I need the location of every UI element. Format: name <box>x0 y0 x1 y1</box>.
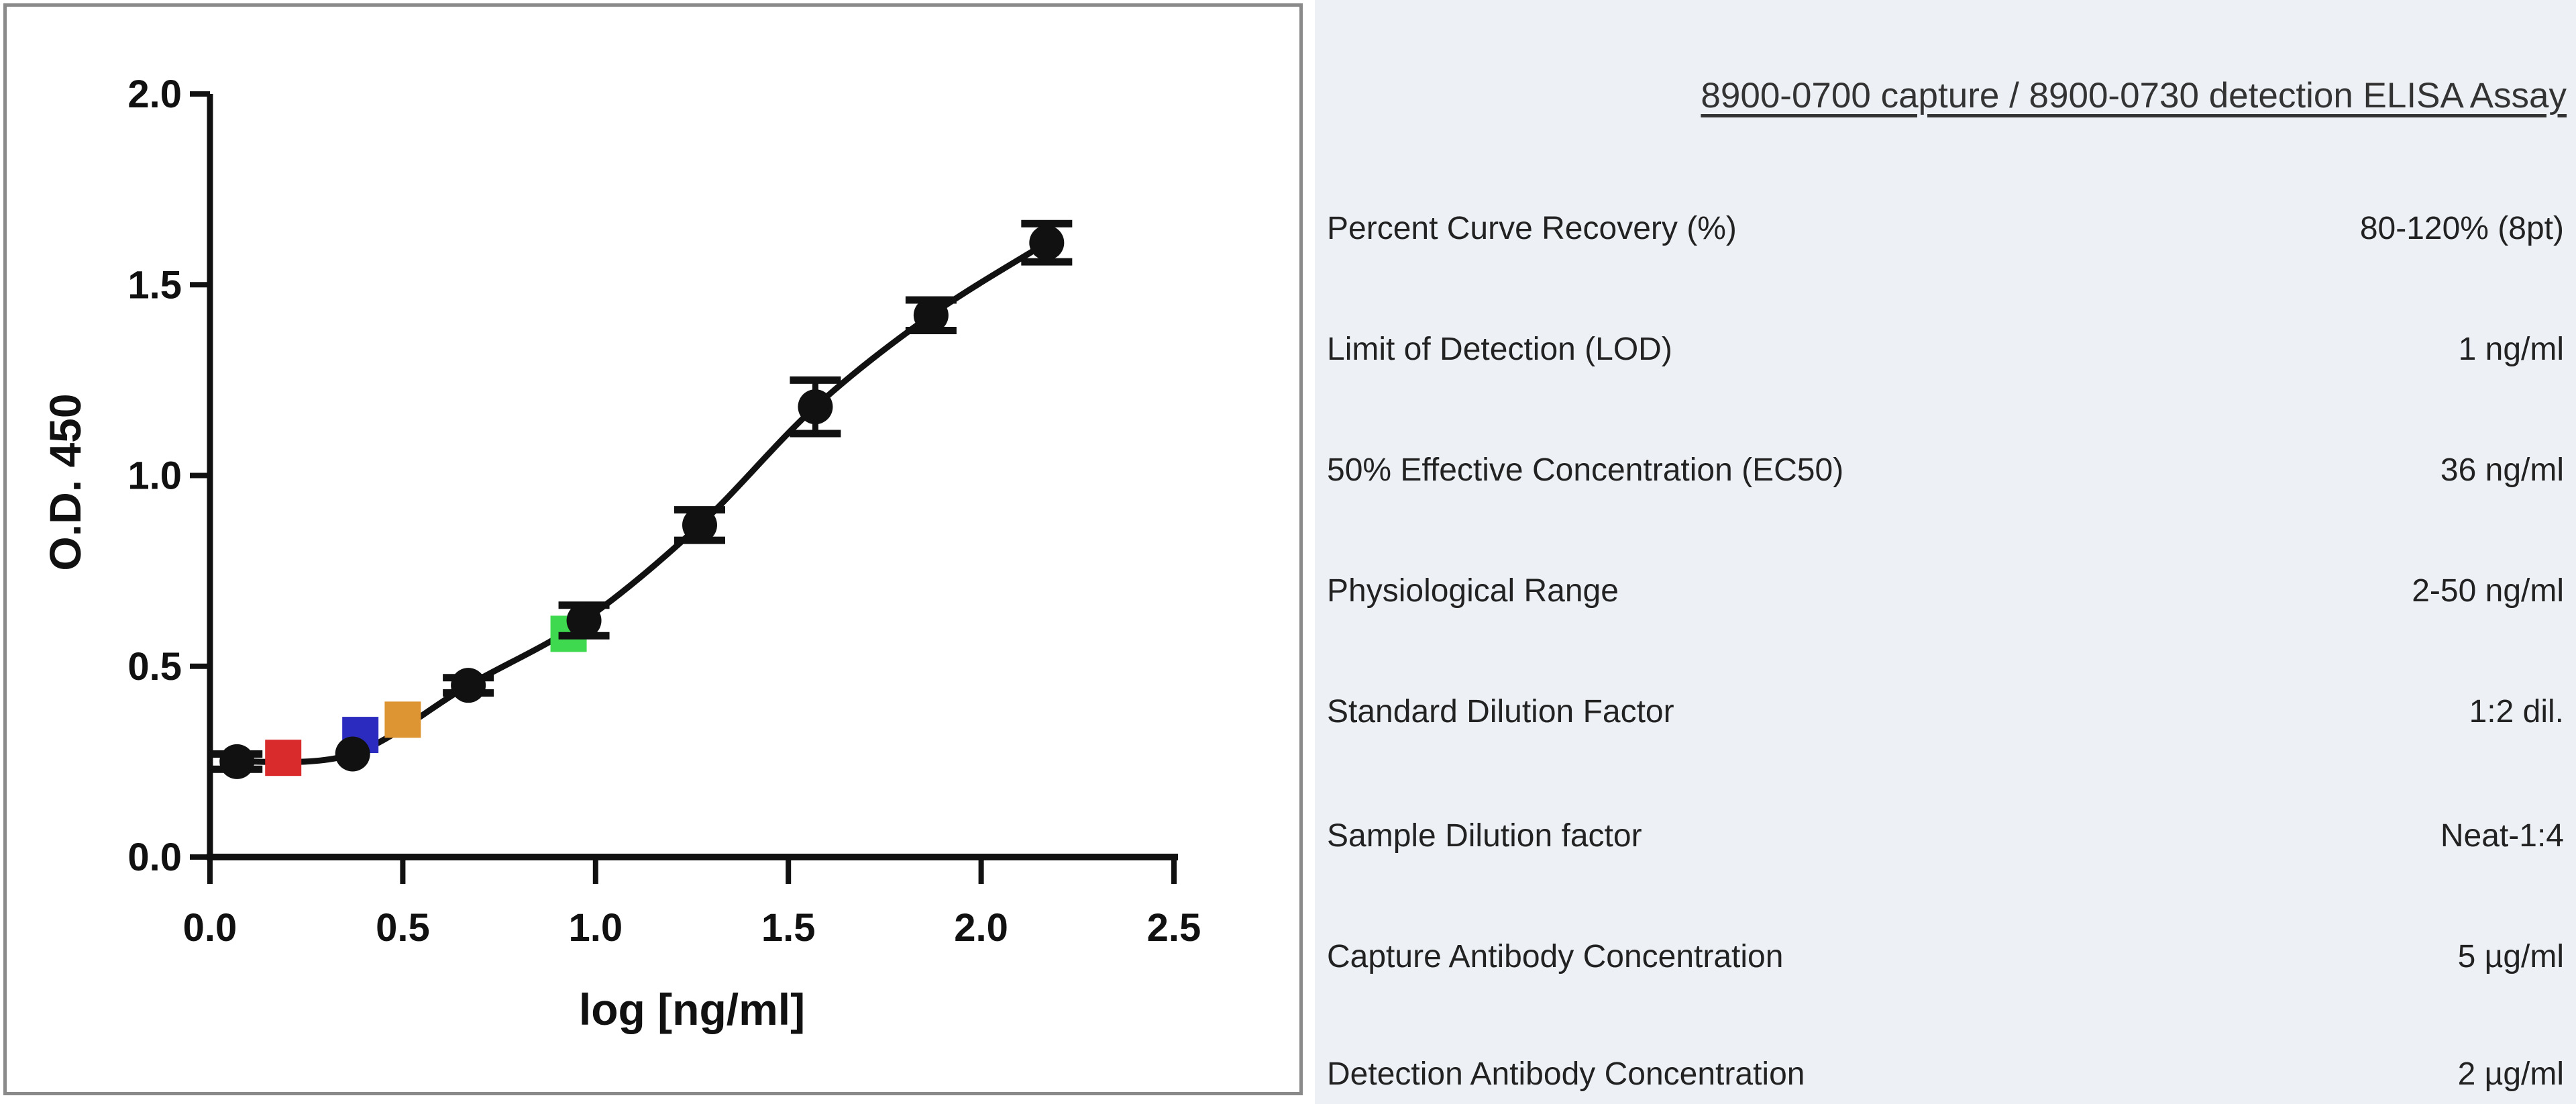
x-tick-label: 0.0 <box>183 906 237 950</box>
standard-point <box>1029 225 1065 260</box>
y-tick-label: 0.0 <box>127 836 182 879</box>
assay-row: 50% Effective Concentration (EC50) 36 ng… <box>1315 446 2576 494</box>
assay-row-value: 36 ng/ml <box>2440 452 2564 488</box>
assay-row: Physiological Range 2-50 ng/ml <box>1315 566 2576 615</box>
y-axis-title: O.D. 450 <box>40 393 90 570</box>
assay-row-value: 5 µg/ml <box>2457 938 2564 974</box>
x-tick-label: 1.0 <box>568 906 623 950</box>
assay-row-value: 1:2 dil. <box>2469 693 2564 730</box>
assay-row-label: Limit of Detection (LOD) <box>1327 331 1672 367</box>
standard-point <box>451 668 486 703</box>
assay-title: 8900-0700 capture / 8900-0730 detection … <box>1701 76 2567 115</box>
y-tick-label: 1.0 <box>127 454 182 498</box>
standard-point <box>566 603 602 638</box>
y-tick-label: 1.5 <box>127 263 182 307</box>
assay-row: Detection Antibody Concentration 2 µg/ml <box>1315 1050 2576 1098</box>
y-tick-label: 2.0 <box>127 72 182 116</box>
assay-row-label: Percent Curve Recovery (%) <box>1327 210 1737 246</box>
assay-row: Standard Dilution Factor 1:2 dil. <box>1315 687 2576 736</box>
standard-point <box>913 297 949 333</box>
assay-summary-panel: 8900-0700 capture / 8900-0730 detection … <box>1315 0 2576 1104</box>
assay-row-value: 80-120% (8pt) <box>2359 210 2564 246</box>
x-tick-label: 0.5 <box>376 906 430 950</box>
assay-row-value: 2-50 ng/ml <box>2412 572 2564 609</box>
assay-row-value: 1 ng/ml <box>2458 331 2564 367</box>
assay-row: Percent Curve Recovery (%) 80-120% (8pt) <box>1315 204 2576 252</box>
assay-row-label: 50% Effective Concentration (EC50) <box>1327 452 1844 488</box>
red-sample-marker <box>265 740 302 776</box>
assay-row-label: Standard Dilution Factor <box>1327 693 1674 730</box>
x-axis-title: log [ng/ml] <box>579 985 805 1034</box>
standard-point <box>219 744 255 779</box>
standard-point <box>682 507 717 543</box>
assay-row-label: Capture Antibody Concentration <box>1327 938 1784 974</box>
assay-row: Capture Antibody Concentration 5 µg/ml <box>1315 932 2576 981</box>
y-tick-label: 0.5 <box>127 645 182 689</box>
assay-row: Sample Dilution factor Neat-1:4 <box>1315 811 2576 860</box>
elisa-standard-curve-chart: 0.0 0.5 1.0 1.5 2.0 0.0 0.5 1.0 1.5 2.0 2.5 log [ng… <box>40 72 1201 1034</box>
assay-row-label: Detection Antibody Concentration <box>1327 1056 1805 1092</box>
chart-panel <box>3 3 1303 1095</box>
standard-point <box>798 389 833 425</box>
assay-row-value: Neat-1:4 <box>2440 817 2564 854</box>
x-tick-label: 2.0 <box>954 906 1008 950</box>
standard-point <box>335 736 370 772</box>
orange-sample-marker <box>384 701 421 738</box>
x-tick-label: 2.5 <box>1147 906 1201 950</box>
assay-row-label: Sample Dilution factor <box>1327 817 1642 854</box>
assay-row-value: 2 µg/ml <box>2457 1056 2564 1092</box>
assay-row-label: Physiological Range <box>1327 572 1619 609</box>
x-tick-label: 1.5 <box>761 906 816 950</box>
assay-row: Limit of Detection (LOD) 1 ng/ml <box>1315 325 2576 373</box>
